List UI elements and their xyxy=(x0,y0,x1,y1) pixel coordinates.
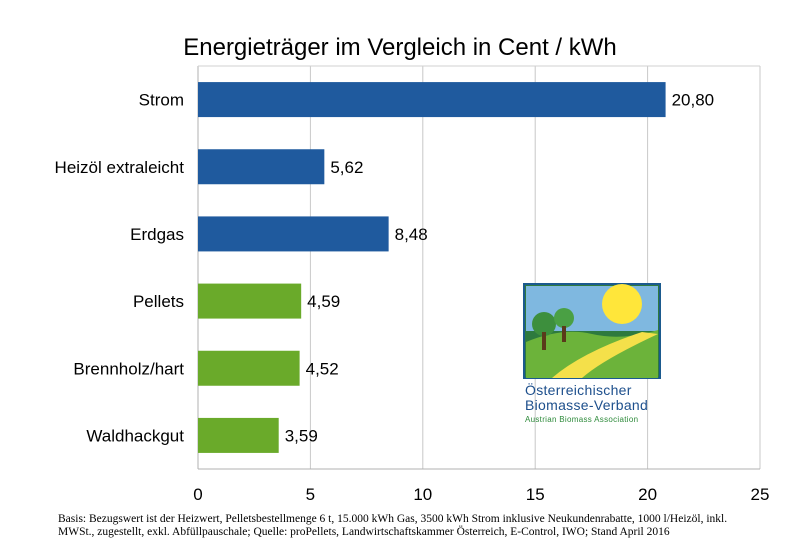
bar-pellets xyxy=(198,283,302,319)
category-label: Erdgas xyxy=(130,225,184,244)
category-label: Brennholz/hart xyxy=(73,359,184,378)
x-tick-label: 15 xyxy=(526,485,545,504)
x-tick-label: 5 xyxy=(306,485,315,504)
footnote: Basis: Bezugswert ist der Heizwert, Pell… xyxy=(58,513,728,538)
value-labels: 20,80 5,62 8,48 4,59 4,52 3,59 xyxy=(285,91,714,446)
bar-strom xyxy=(198,82,666,118)
bars xyxy=(198,82,666,453)
value-label: 4,59 xyxy=(307,292,340,311)
bar-erdgas xyxy=(198,216,389,252)
value-label: 8,48 xyxy=(395,225,428,244)
x-tick-label: 25 xyxy=(751,485,770,504)
biomasse-verband-logo xyxy=(523,283,661,379)
category-label: Waldhackgut xyxy=(86,426,184,445)
x-tick-label: 0 xyxy=(193,485,202,504)
category-label: Strom xyxy=(139,91,184,110)
bar-chart: Strom Heizöl extraleicht Erdgas Pellets Bren… xyxy=(55,65,769,504)
category-label: Heizöl extraleicht xyxy=(55,158,185,177)
value-label: 20,80 xyxy=(672,91,715,110)
category-labels: Strom Heizöl extraleicht Erdgas Pellets Bren… xyxy=(55,91,185,446)
category-label: Pellets xyxy=(133,292,184,311)
bar-waldhackgut xyxy=(198,417,279,453)
bar-brennholz-hart xyxy=(198,350,300,386)
value-label: 3,59 xyxy=(285,426,318,445)
value-label: 5,62 xyxy=(330,158,363,177)
x-tick-label: 20 xyxy=(638,485,657,504)
x-tick-labels: 0 5 10 15 20 25 xyxy=(193,485,769,504)
grid-lines xyxy=(197,65,761,470)
logo-text-line1: Österreichischer xyxy=(525,382,632,398)
logo-text-line2: Biomasse-Verband xyxy=(525,397,649,413)
logo-text-line3: Austrian Biomass Association xyxy=(525,415,639,424)
bar-heiz-l-extraleicht xyxy=(198,149,325,185)
x-tick-label: 10 xyxy=(413,485,432,504)
chart-title: Energieträger im Vergleich in Cent / kWh xyxy=(183,34,617,61)
value-label: 4,52 xyxy=(306,359,339,378)
